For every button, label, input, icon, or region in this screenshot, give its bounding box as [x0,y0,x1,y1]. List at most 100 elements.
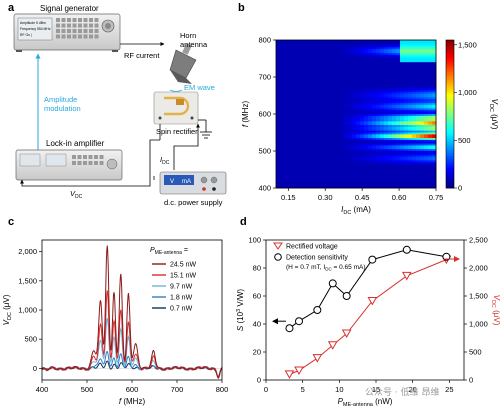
heatmap-cell [324,158,329,161]
heatmap-cell [352,104,357,107]
heatmap-cell [280,121,285,124]
heatmap-cell [424,178,429,181]
heatmap-cell [392,112,397,115]
heatmap-cell [336,178,341,181]
heatmap-cell [380,126,385,130]
heatmap-cell [392,176,397,180]
heatmap-cell [340,80,345,83]
heatmap-cell [384,151,389,154]
heatmap-cell [304,84,309,87]
heatmap-cell [304,60,309,63]
colorbar-segment [446,89,454,93]
heatmap-cell [356,104,361,107]
colorbar-segment [446,81,454,85]
heatmap-cell [372,121,377,124]
heatmap-cell [292,43,297,46]
heatmap-cell [280,65,285,69]
heatmap-cell [408,45,413,48]
heatmap-cell [400,102,405,106]
heatmap-cell [404,104,409,107]
heatmap-cell [364,73,369,76]
heatmap-cell [336,110,341,113]
heatmap-cell [344,182,349,185]
heatmap-cell [364,132,369,135]
heatmap-cell [432,182,437,185]
heatmap-cell [276,119,281,122]
heatmap-cell [328,158,333,161]
heatmap-cell [352,136,357,139]
heatmap-cell [420,173,425,176]
heatmap-cell [372,86,377,89]
heatmap-cell [404,62,409,65]
heatmap-cell [364,125,369,128]
heatmap-cell [416,47,421,50]
heatmap-cell [328,62,333,65]
heatmap-cell [372,145,377,148]
heatmap-cell [336,134,341,137]
heatmap-cell [408,52,413,56]
heatmap-cell [284,40,289,43]
heatmap-cell [276,102,281,106]
x-axis-label-unit: (MHz) [121,397,145,406]
heatmap-cell [332,176,337,180]
heatmap-cell [304,75,309,78]
heatmap-cell [340,51,345,54]
heatmap-cell [360,178,365,181]
heatmap-cell [292,119,297,122]
heatmap-cell [412,158,417,161]
heatmap-cell [432,139,437,143]
heatmap-cell [392,101,397,104]
heatmap-cell [304,86,309,89]
heatmap-cell [376,62,381,65]
heatmap-cell [384,112,389,115]
heatmap-cell [392,54,397,58]
heatmap-cell [316,91,321,95]
heatmap-cell [348,99,353,102]
heatmap-cell [424,40,429,43]
heatmap-cell [284,176,289,180]
heatmap-cell [348,184,353,187]
heatmap-cell [376,52,381,56]
heatmap-cell [352,130,357,133]
heatmap-cell [356,167,361,170]
heatmap-cell [388,110,393,113]
colorbar-segment [446,69,454,73]
heatmap-cell [276,58,281,61]
heatmap-cell [396,95,401,98]
heatmap-cell [416,78,421,82]
heatmap-cell [328,95,333,98]
heatmap-cell [388,169,393,172]
heatmap-cell [412,176,417,180]
heatmap-cell [412,165,417,169]
heatmap-cell [408,119,413,122]
x-tick-label: 15 [372,385,380,394]
heatmap-cell [420,47,425,50]
heatmap-cell [412,145,417,148]
heatmap-cell [348,169,353,172]
heatmap-cell [304,134,309,137]
heatmap-cell [352,93,357,96]
heatmap-cell [280,175,285,178]
heatmap-cell [384,67,389,70]
heatmap-cell [308,112,313,115]
heatmap-cell [340,56,345,59]
heatmap-cell [408,182,413,185]
heatmap-cell [312,82,317,85]
heatmap-cell [412,175,417,178]
heatmap-cell [396,60,401,63]
heatmap-cell [388,49,393,52]
heatmap-cell [372,47,377,50]
heatmap-cell [380,160,385,163]
heatmap-cell [348,132,353,135]
heatmap-cell [432,71,437,74]
heatmap-cell [392,141,397,144]
heatmap-cell [296,102,301,106]
heatmap-cell [404,47,409,50]
heatmap-cell [392,88,397,91]
y-right-tick-label: 1,500 [469,292,488,301]
heatmap-cell [372,88,377,91]
heatmap-cell [292,86,297,89]
heatmap-cell [368,175,373,178]
generator-screen-line-3: RF On | [20,33,32,37]
heatmap-cell [324,132,329,135]
